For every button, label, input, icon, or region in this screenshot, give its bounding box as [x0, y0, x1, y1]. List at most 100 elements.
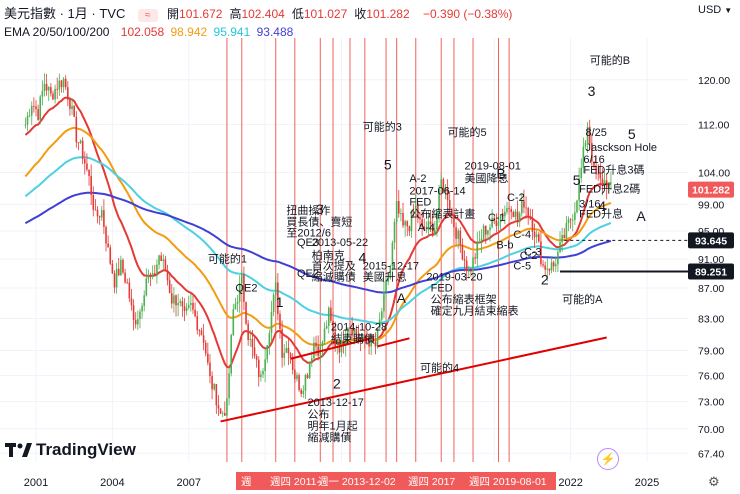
annotation-label: 可能的A — [562, 292, 603, 306]
candle-body — [215, 384, 218, 406]
trend-line — [377, 337, 410, 348]
y-tick-label: 79.00 — [698, 345, 724, 357]
annotation-label: 可能的4 — [420, 360, 459, 374]
annotation-label: FED升息2碼 — [579, 182, 640, 196]
annotation-label: 可能的3 — [363, 119, 402, 133]
candle — [185, 302, 188, 316]
annotation-label: 2 — [541, 271, 549, 287]
candle — [71, 98, 73, 115]
candle-body — [325, 326, 328, 329]
candle-body — [200, 330, 203, 336]
candle — [482, 223, 485, 241]
candle — [230, 333, 232, 377]
y-tick-label: 67.40 — [698, 448, 724, 460]
candle — [238, 275, 241, 313]
currency-selector[interactable]: USD ▼ — [698, 4, 735, 16]
candle — [196, 311, 199, 335]
candle — [387, 274, 389, 286]
candle — [351, 316, 353, 339]
candle — [58, 73, 61, 96]
candle — [249, 330, 252, 347]
candle-body — [535, 234, 538, 238]
candle — [578, 167, 580, 211]
candle-body — [525, 207, 527, 209]
candle — [134, 312, 137, 329]
annotation-label: 2014-10-28 — [331, 321, 387, 333]
candle-body — [26, 115, 29, 125]
annotation-label: 公布縮表計畫 — [409, 207, 475, 221]
candle — [266, 345, 269, 364]
candle — [105, 225, 107, 252]
candle-body — [308, 363, 311, 379]
date-badge-label: 週 — [241, 476, 252, 488]
settings-gear-icon[interactable]: ⚙ — [708, 474, 720, 489]
annotation-label: C-2 — [507, 192, 525, 204]
candle-body — [550, 262, 553, 271]
candle — [381, 307, 383, 325]
candle — [423, 218, 426, 232]
annotation-label: C-5 — [513, 261, 531, 273]
candle — [591, 134, 593, 166]
trendlines — [220, 336, 607, 423]
candle-body — [510, 209, 513, 213]
candle — [279, 310, 281, 339]
candle — [501, 208, 504, 220]
candle-body — [569, 219, 572, 221]
candle — [166, 264, 169, 286]
trend-line — [220, 336, 607, 423]
candle-body — [406, 221, 409, 227]
candle — [512, 210, 515, 218]
candle-body — [540, 241, 542, 265]
candle — [332, 311, 334, 341]
x-tick-label: 2025 — [635, 477, 659, 489]
candle — [457, 228, 459, 249]
candle — [542, 260, 544, 268]
candle-body — [595, 165, 597, 174]
ema-legend[interactable]: EMA 20/50/100/200 102.058 98.942 95.941 … — [4, 25, 296, 39]
candle — [421, 210, 423, 236]
candle — [608, 182, 610, 194]
candle-body — [393, 221, 396, 243]
annotation-label: 可能的1 — [208, 251, 247, 265]
candle — [257, 356, 260, 387]
candle-body — [414, 205, 417, 213]
candle-body — [576, 200, 578, 213]
candle-body — [465, 260, 468, 272]
candle — [224, 401, 226, 416]
candle-body — [28, 115, 31, 117]
candle-body — [145, 278, 148, 296]
annotation-label: 4 — [598, 198, 606, 214]
candle-body — [243, 274, 245, 302]
candle — [391, 240, 394, 271]
candle-body — [374, 341, 377, 347]
candle — [128, 277, 131, 302]
candle — [325, 320, 328, 330]
candle — [465, 256, 468, 281]
candle-body — [62, 78, 65, 88]
annotation-label: 2013-12-17 — [308, 397, 364, 409]
candle-body — [310, 358, 313, 364]
candle-body — [24, 124, 27, 126]
candle-body — [518, 213, 521, 222]
candle — [200, 327, 203, 336]
candle — [376, 327, 379, 349]
ohlc-1: 高102.404 — [229, 7, 288, 21]
candle — [529, 208, 532, 221]
symbol-title[interactable]: 美元指數 · 1月 · TVC — [4, 6, 126, 21]
candle — [304, 373, 307, 399]
candle — [64, 75, 67, 91]
ohlc-2: 低101.027 — [292, 7, 351, 21]
annotation-label: 美國降息 — [465, 171, 509, 185]
replay-lightning-icon[interactable]: ⚡ — [597, 448, 619, 470]
candle-body — [313, 342, 315, 359]
candle-body — [342, 340, 345, 346]
candle — [393, 218, 396, 250]
ema50-value: 98.942 — [170, 25, 208, 39]
visibility-toggle-icon[interactable]: ≈ — [137, 9, 158, 22]
candle — [402, 202, 404, 229]
candle-body — [219, 408, 222, 414]
candle — [111, 259, 114, 274]
candle — [404, 219, 406, 237]
